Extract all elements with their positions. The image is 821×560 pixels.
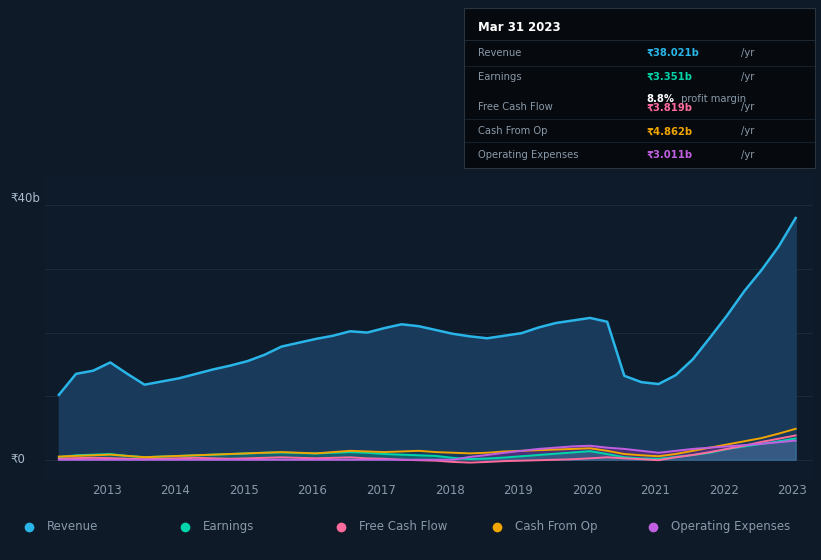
Text: Free Cash Flow: Free Cash Flow (359, 520, 447, 533)
Text: Cash From Op: Cash From Op (515, 520, 597, 533)
Text: Mar 31 2023: Mar 31 2023 (478, 21, 561, 34)
Text: Operating Expenses: Operating Expenses (671, 520, 790, 533)
Text: Earnings: Earnings (478, 72, 521, 82)
Text: /yr: /yr (741, 127, 754, 136)
Text: Cash From Op: Cash From Op (478, 127, 548, 136)
Text: /yr: /yr (741, 150, 754, 160)
Text: 8.8%: 8.8% (647, 95, 675, 104)
Text: ₹3.351b: ₹3.351b (647, 72, 693, 82)
Text: ₹40b: ₹40b (11, 193, 40, 206)
Text: ₹3.819b: ₹3.819b (647, 102, 693, 113)
Text: Free Cash Flow: Free Cash Flow (478, 102, 553, 113)
Text: ₹3.011b: ₹3.011b (647, 150, 693, 160)
Text: ₹38.021b: ₹38.021b (647, 48, 699, 58)
Text: ₹4.862b: ₹4.862b (647, 127, 693, 136)
Text: /yr: /yr (741, 72, 754, 82)
Text: Operating Expenses: Operating Expenses (478, 150, 579, 160)
Text: Revenue: Revenue (47, 520, 99, 533)
Text: ₹0: ₹0 (11, 453, 25, 466)
Text: /yr: /yr (741, 48, 754, 58)
Text: Revenue: Revenue (478, 48, 521, 58)
Text: Earnings: Earnings (203, 520, 255, 533)
Text: /yr: /yr (741, 102, 754, 113)
Text: profit margin: profit margin (678, 95, 746, 104)
